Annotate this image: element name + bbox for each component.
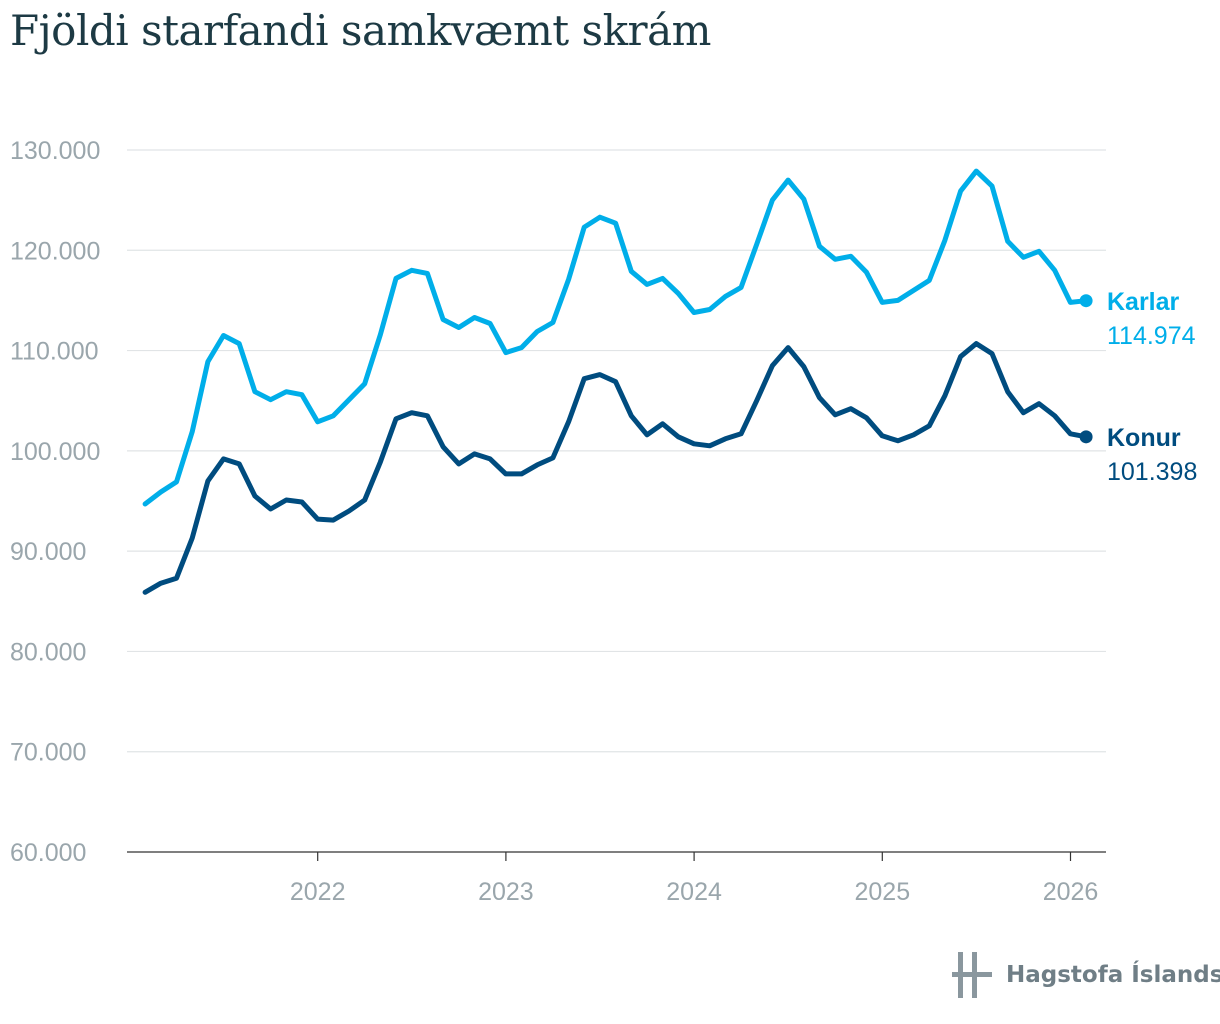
hagstofa-logo: Hagstofa Íslands — [952, 952, 1220, 998]
series-lines — [142, 168, 1093, 595]
series-label-karlar: Karlar — [1107, 288, 1180, 316]
x-tick-label: 2024 — [666, 878, 722, 906]
series-line-karlar — [142, 168, 1089, 507]
hagstofa-logo-icon — [952, 952, 992, 998]
series-value-karlar: 114.974 — [1107, 322, 1196, 350]
x-tick-label: 2022 — [290, 878, 346, 906]
axes: 60.000 70.000 80.000 90.000 100.000 110.000 12… — [10, 137, 1106, 906]
y-tick-label: 80.000 — [10, 638, 86, 666]
y-tick-label: 70.000 — [10, 739, 86, 767]
y-tick-label: 120.000 — [10, 237, 100, 265]
series-value-konur: 101.398 — [1107, 458, 1197, 486]
y-tick-label: 90.000 — [10, 538, 86, 566]
x-tick-label: 2026 — [1043, 878, 1099, 906]
x-tick-label: 2025 — [854, 878, 910, 906]
hagstofa-logo-text: Hagstofa Íslands — [1006, 962, 1220, 988]
y-tick-label: 110.000 — [10, 338, 99, 366]
x-tick-label: 2023 — [478, 878, 534, 906]
series-end-dot-karlar — [1079, 294, 1093, 308]
series-end-dot-konur — [1079, 430, 1093, 444]
gridlines — [127, 149, 1106, 753]
series-line-konur — [142, 341, 1089, 595]
chart-title: Fjöldi starfandi samkvæmt skrám — [10, 6, 711, 55]
y-tick-label: 100.000 — [10, 438, 100, 466]
series-labels: Karlar 114.974 Konur 101.398 — [1107, 288, 1197, 486]
series-label-konur: Konur — [1107, 424, 1181, 452]
y-tick-label: 60.000 — [10, 839, 86, 867]
y-tick-label: 130.000 — [10, 137, 100, 165]
